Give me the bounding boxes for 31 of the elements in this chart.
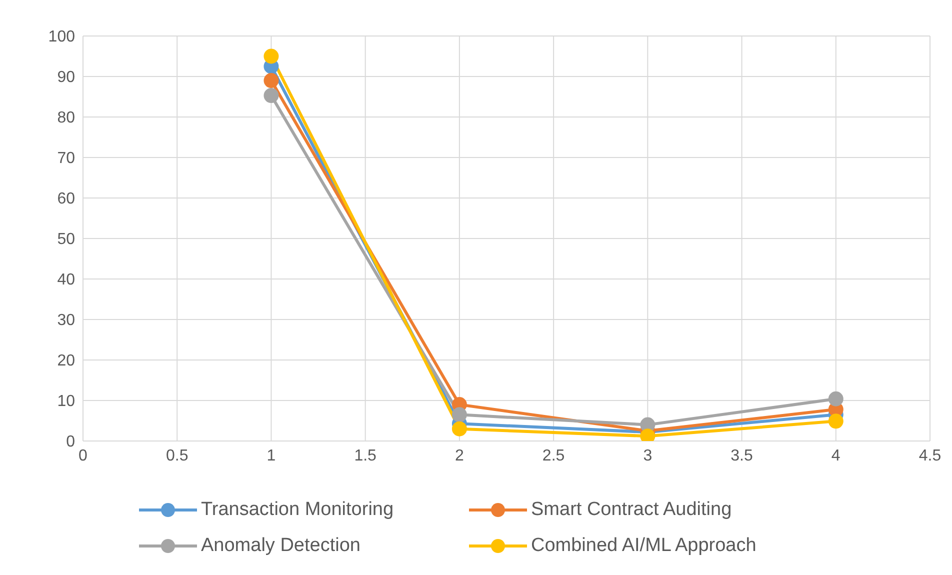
y-tick-label: 60: [57, 190, 76, 208]
y-tick-label: 0: [66, 434, 76, 451]
point: [264, 48, 279, 64]
x-tick-label: 0: [78, 447, 88, 464]
y-tick-label: 10: [57, 393, 76, 410]
point: [828, 414, 844, 429]
point: [828, 391, 844, 406]
point: [264, 88, 279, 104]
y-tick-label: 100: [48, 28, 76, 46]
point: [640, 428, 656, 441]
y-tick-label: 50: [57, 231, 76, 248]
y-tick-label: 90: [57, 69, 76, 86]
legend-label: Combined AI/ML Approach: [531, 535, 756, 557]
legend-label: Anomaly Detection: [201, 535, 360, 557]
x-tick-label: 4.5: [918, 447, 942, 464]
point: [264, 73, 279, 88]
y-tick-label: 30: [57, 312, 76, 330]
y-tick-label: 80: [57, 110, 76, 127]
x-tick-label: 2.5: [542, 447, 565, 464]
x-tick-label: 3.5: [730, 447, 753, 464]
y-tick-label: 70: [57, 150, 76, 168]
x-tick-label: 1: [266, 447, 276, 464]
x-tick-label: 1.5: [354, 447, 377, 464]
x-tick-label: 2: [454, 447, 464, 464]
y-tick-label: 40: [57, 272, 76, 289]
legend-label: Smart Contract Auditing: [531, 499, 732, 521]
legend-label: Transaction Monitoring: [201, 499, 394, 521]
x-tick-label: 4: [831, 447, 840, 464]
y-tick-label: 20: [57, 352, 76, 370]
x-tick-label: 3: [643, 447, 652, 464]
x-tick-label: 0.5: [166, 447, 188, 464]
